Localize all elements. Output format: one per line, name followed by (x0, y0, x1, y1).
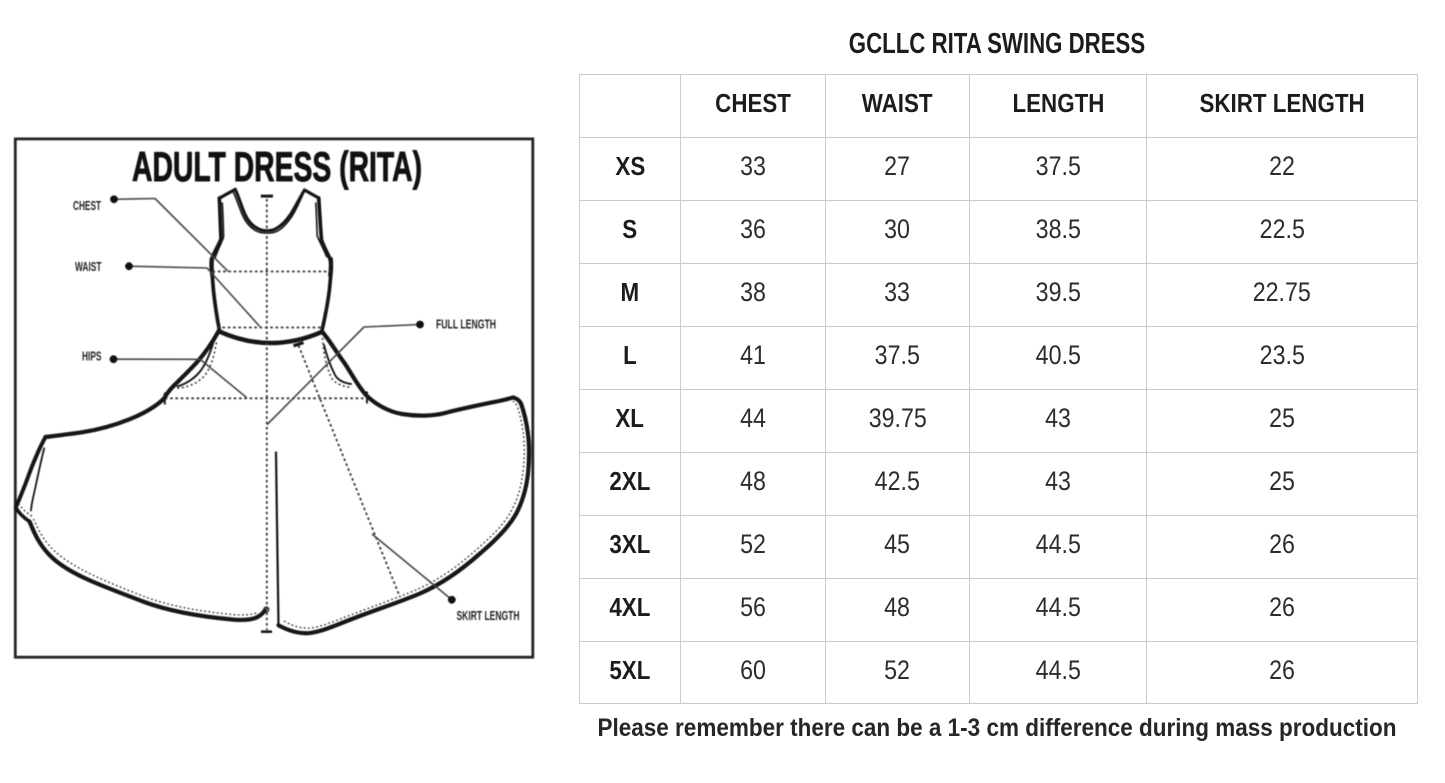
svg-text:ADULT DRESS (RITA): ADULT DRESS (RITA) (132, 143, 422, 190)
svg-text:CHEST: CHEST (73, 199, 101, 213)
svg-text:HIPS: HIPS (82, 350, 102, 364)
svg-text:WAIST: WAIST (75, 260, 102, 274)
svg-text:FULL LENGTH: FULL LENGTH (436, 318, 496, 332)
svg-text:SKIRT LENGTH: SKIRT LENGTH (457, 609, 520, 623)
